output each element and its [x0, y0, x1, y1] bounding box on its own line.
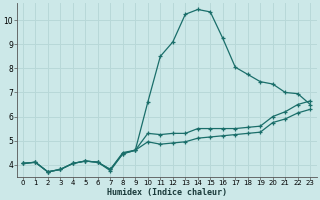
X-axis label: Humidex (Indice chaleur): Humidex (Indice chaleur) — [107, 188, 227, 197]
